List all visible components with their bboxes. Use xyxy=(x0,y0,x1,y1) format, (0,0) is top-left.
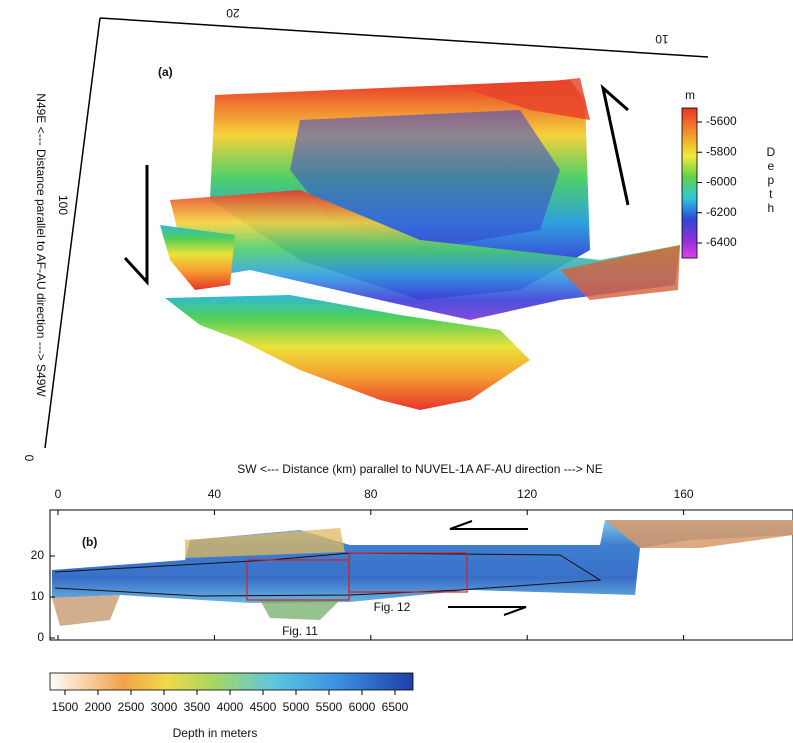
tick-label: 3500 xyxy=(184,700,211,714)
shear-arrow xyxy=(448,606,527,616)
x-tick-label: 120 xyxy=(517,487,537,501)
x-tick-label: 0 xyxy=(55,487,62,501)
tick-label: 3000 xyxy=(151,700,178,714)
tick-label: 20 xyxy=(226,6,240,20)
x-tick-label: 160 xyxy=(674,487,694,501)
tick-label: -5800 xyxy=(706,144,737,158)
panel-label: (b) xyxy=(82,535,97,549)
colorbar xyxy=(681,107,698,259)
colorbar-title: Depth xyxy=(764,145,778,215)
tick-label: -5600 xyxy=(706,114,737,128)
tick-label: 100 xyxy=(56,195,70,215)
panel-b: SW <--- Distance (km) parallel to NUVEL-… xyxy=(49,462,793,740)
bathymetry xyxy=(52,520,793,626)
tick-label: 1500 xyxy=(52,700,79,714)
tick-label: 5000 xyxy=(283,700,310,714)
shear-arrow xyxy=(449,520,528,530)
y-tick-label: 10 xyxy=(31,589,45,603)
colorbar-label: Depth in meters xyxy=(173,726,258,740)
tick-label: -6400 xyxy=(706,235,737,249)
y-tick-label: 0 xyxy=(37,630,44,644)
tick-label: 2000 xyxy=(85,700,112,714)
frame-top xyxy=(99,17,709,58)
y-tick-label: 20 xyxy=(31,548,45,562)
shear-arrow xyxy=(123,165,149,286)
surface xyxy=(160,78,680,410)
panel-label: (a) xyxy=(158,65,173,79)
tick-label: -6000 xyxy=(706,175,737,189)
shear-arrow xyxy=(600,83,630,206)
tick-label: 4000 xyxy=(217,700,244,714)
tick-label: 2500 xyxy=(118,700,145,714)
annotation: Fig. 12 xyxy=(374,600,411,614)
x-tick-label: 40 xyxy=(208,487,222,501)
tick-label: 6000 xyxy=(349,700,376,714)
tick-label: 5500 xyxy=(316,700,343,714)
colorbar xyxy=(49,672,414,691)
tick-label: 10 xyxy=(655,32,669,46)
tick-label: -6200 xyxy=(706,205,737,219)
tick-label: 6500 xyxy=(382,700,409,714)
colorbar-unit: m xyxy=(685,88,695,102)
frame-left xyxy=(44,17,101,449)
x-tick-label: 80 xyxy=(364,487,378,501)
annotation: Fig. 11 xyxy=(282,624,318,638)
axis-label: N49E <--- Distance parallel to AF-AU dir… xyxy=(34,93,48,397)
axis-label: SW <--- Distance (km) parallel to NUVEL-… xyxy=(237,462,602,476)
tick-label: 0 xyxy=(22,455,36,462)
tick-label: 4500 xyxy=(250,700,277,714)
figure-box xyxy=(348,552,468,593)
panel-a: (a) N49E <--- Distance parallel to AF-AU… xyxy=(34,17,778,449)
